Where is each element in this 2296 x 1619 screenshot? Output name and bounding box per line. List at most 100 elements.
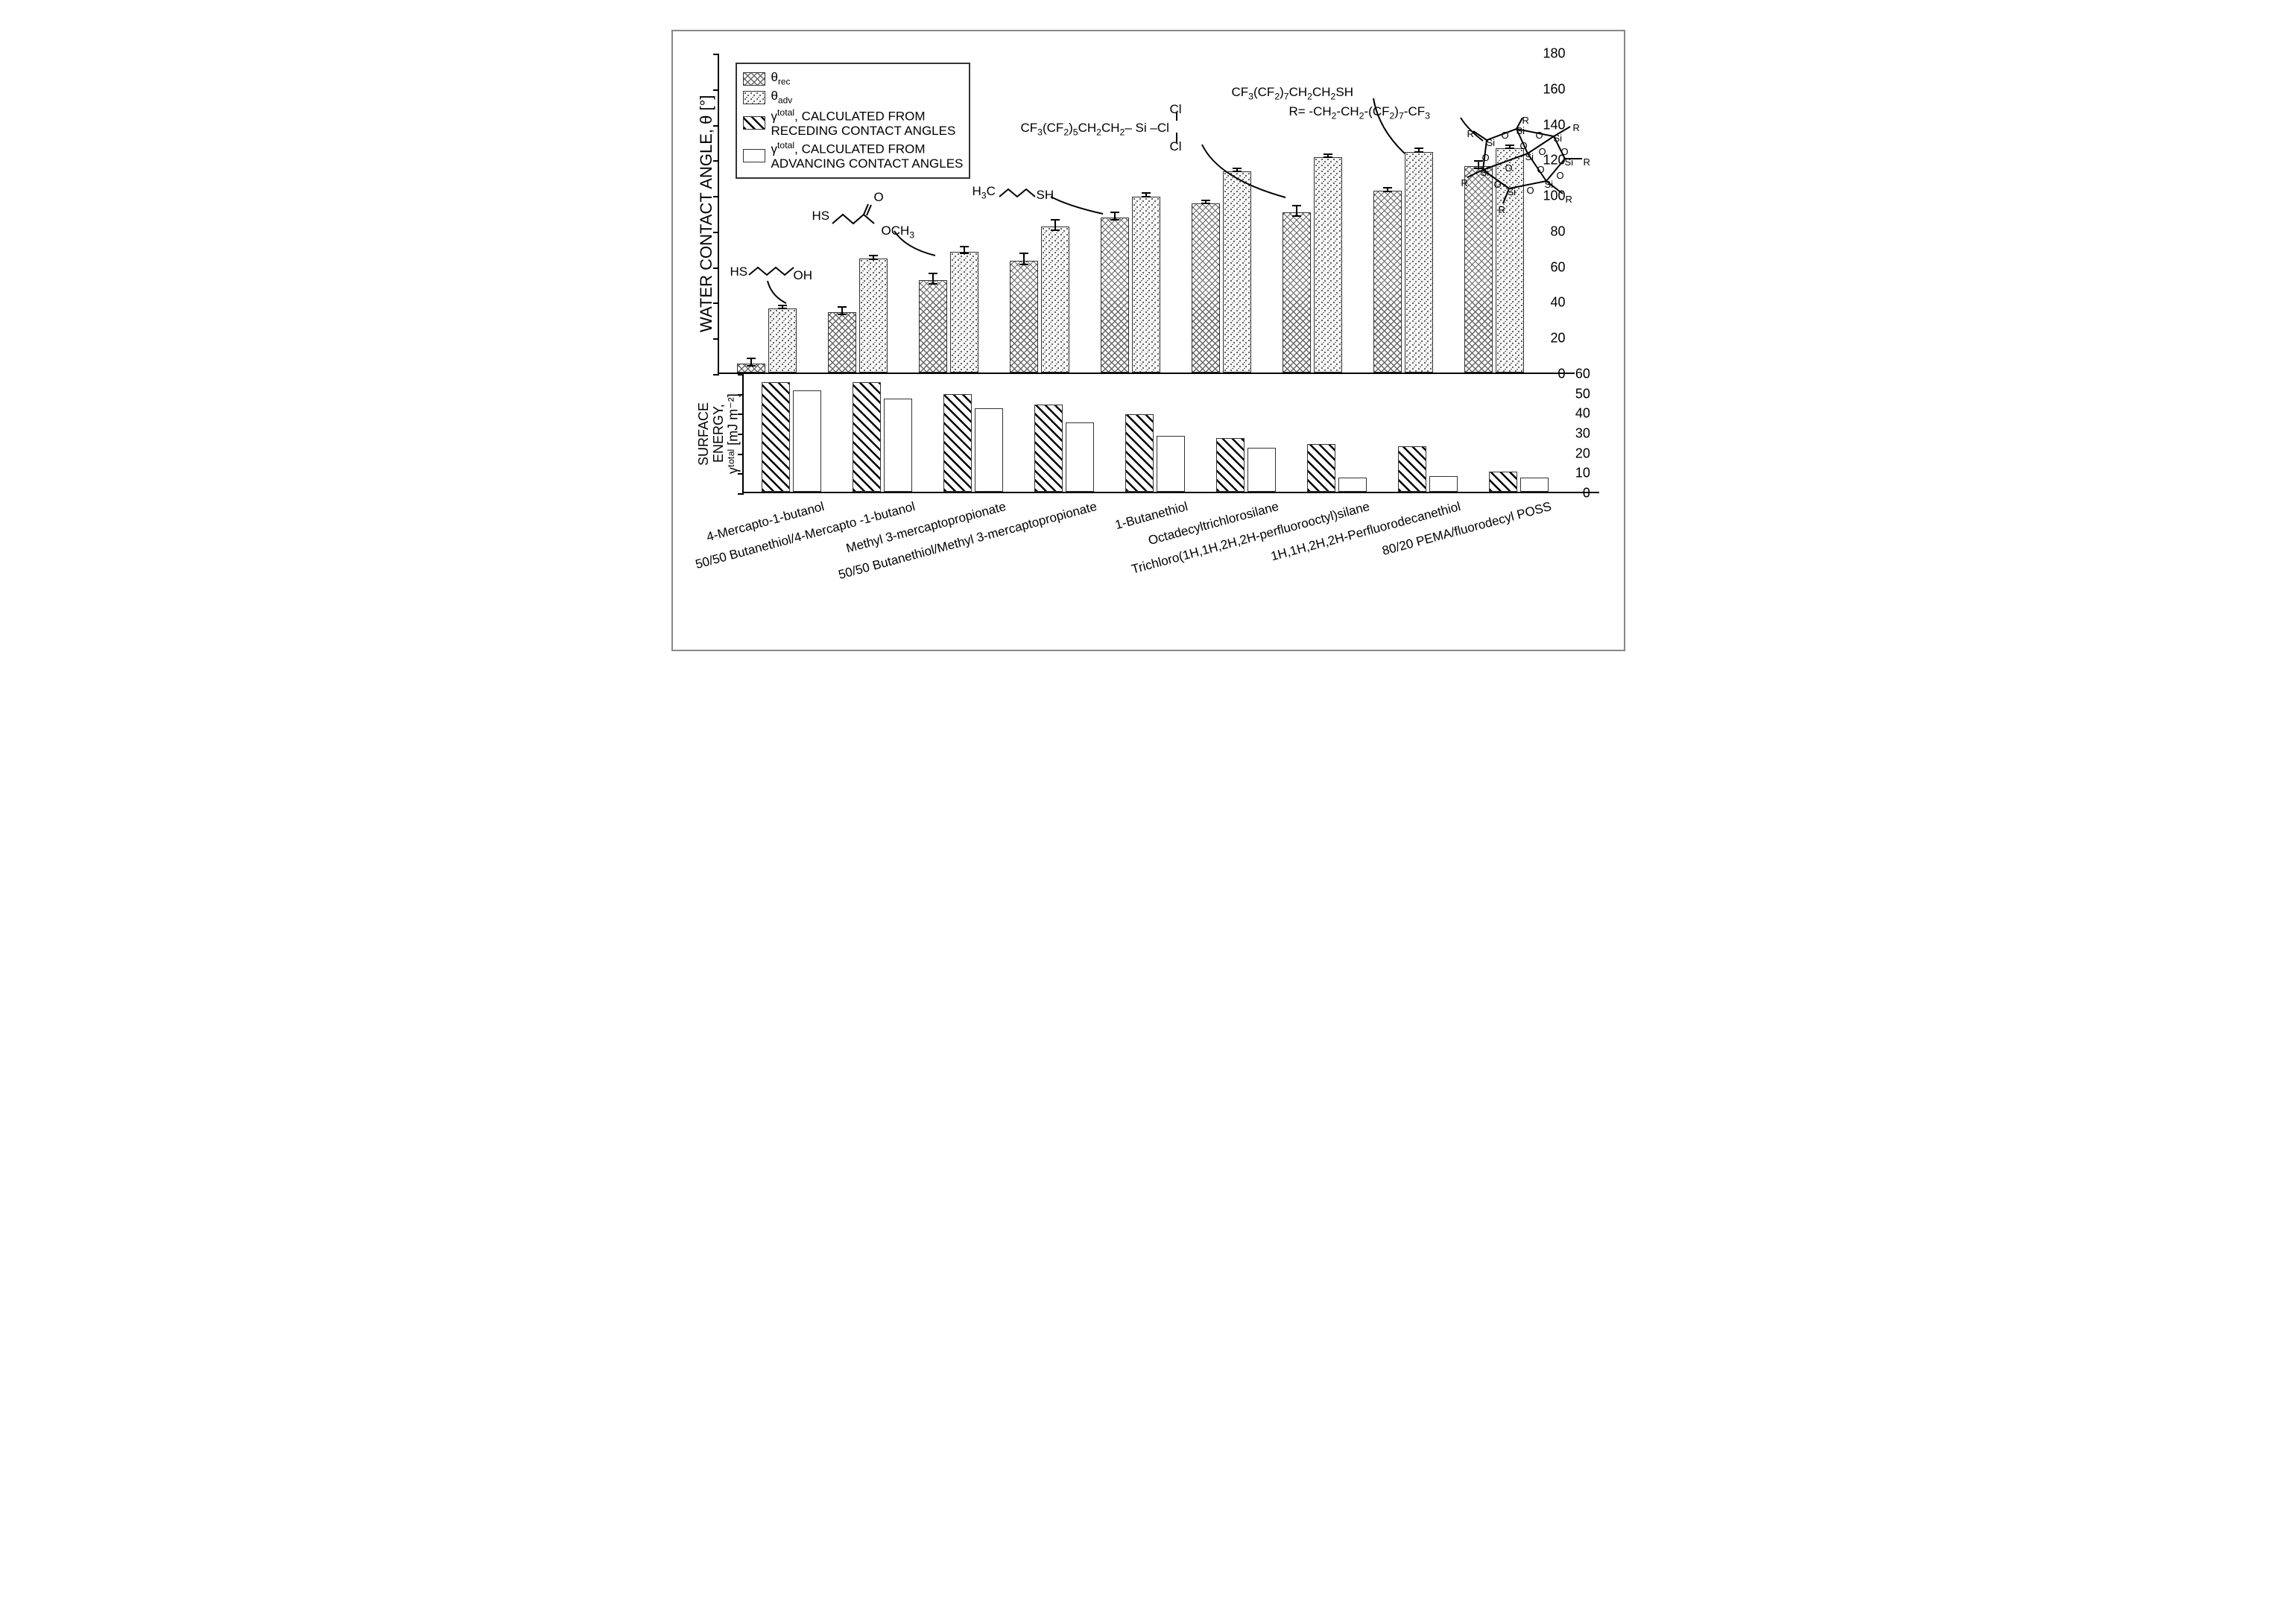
poss-node-label: O	[1520, 140, 1528, 151]
y-tick-label: 60	[1536, 259, 1566, 275]
annotation-r_eq: R= -CH2-CH2-(CF2)7-CF3	[1289, 104, 1430, 121]
y-tick-label: 40	[1560, 406, 1590, 422]
y-tick	[738, 473, 744, 475]
poss-node-label: O	[1537, 164, 1545, 175]
poss-node-label: R	[1566, 194, 1572, 205]
annotation-cllower: Cl	[1170, 139, 1182, 154]
gamma-rec-bar	[853, 382, 881, 492]
pointer-butanethiol	[1047, 195, 1107, 218]
x-axis-labels: 4-Mercapto-1-butanol50/50 Butanethiol/4-…	[744, 493, 1601, 642]
x-labels-row: 4-Mercapto-1-butanol50/50 Butanethiol/4-…	[695, 493, 1601, 642]
gamma-adv-bar	[975, 408, 1003, 492]
theta-rec-bar	[1101, 218, 1129, 373]
legend-swatch	[743, 72, 765, 86]
gamma-adv-bar	[1338, 478, 1367, 492]
legend-swatch	[743, 116, 765, 130]
y-tick-label: 10	[1560, 466, 1590, 481]
poss-node-label: R	[1584, 156, 1590, 168]
gamma-adv-bar	[793, 390, 821, 492]
poss-node-label: Si	[1565, 156, 1574, 168]
figure: WATER CONTACT ANGLE, θ [°] θrecθadvγtota…	[671, 30, 1625, 651]
legend-label: γtotal, CALCULATED FROMRECEDING CONTACT …	[771, 107, 956, 139]
poss-node-label: O	[1505, 162, 1513, 174]
y-tick-label: 30	[1560, 426, 1590, 442]
panel-stack: WATER CONTACT ANGLE, θ [°] θrecθadvγtota…	[695, 54, 1601, 642]
poss-node-label: Si	[1554, 133, 1563, 144]
y-tick	[713, 302, 719, 304]
theta-adv-bar	[1041, 226, 1069, 373]
theta-rec-bar	[737, 364, 765, 373]
theta-rec-bar	[1192, 203, 1220, 373]
poss-node-label: Si	[1517, 125, 1525, 136]
poss-node-label: O	[1527, 185, 1534, 196]
poss-node-label: R	[1499, 204, 1505, 215]
gamma-adv-bar	[1157, 436, 1185, 492]
pointer-mercapto-butanol	[764, 277, 794, 307]
y-tick	[738, 493, 744, 495]
legend-label: θadv	[771, 89, 793, 106]
poss-node-label: O	[1557, 170, 1564, 181]
legend-swatch	[743, 149, 765, 162]
theta-adv-bar	[1132, 197, 1160, 373]
y-tick	[738, 454, 744, 455]
annotation-cf3cf25: CF3(CF2)5CH2CH2– Si –Cl	[1021, 121, 1169, 137]
gamma-rec-bar	[1307, 444, 1335, 492]
theta-rec-bar	[1373, 191, 1402, 373]
annotation-h3csh: H3C	[973, 184, 996, 200]
top-plot-area: θrec θadvγtotal, CALCULATED FROMRECEDING …	[718, 54, 1575, 374]
poss-node-label: O	[1482, 152, 1490, 163]
gamma-rec-bar	[1489, 472, 1517, 492]
gamma-rec-bar	[1034, 405, 1063, 492]
theta-adv-bar	[859, 259, 888, 373]
y-tick-label: 20	[1560, 446, 1590, 461]
legend-item: γtotal, CALCULATED FROMRECEDING CONTACT …	[743, 107, 964, 139]
poss-node-label: R	[1467, 128, 1474, 139]
poss-node-label: O	[1539, 146, 1546, 157]
theta-adv-bar	[1223, 171, 1251, 373]
y-tick-label: 60	[1560, 367, 1590, 382]
annotation-hs_left: HS	[812, 209, 830, 224]
poss-node-label: R	[1573, 122, 1580, 133]
poss-node-label: Si	[1508, 186, 1517, 197]
y-tick-label: 40	[1536, 295, 1566, 311]
annotation-hs_oh_l: HS	[730, 264, 748, 279]
legend-item: θadv	[743, 89, 964, 106]
y-tick-label: 160	[1536, 81, 1566, 97]
annotation-sh_right: SH	[1037, 188, 1054, 203]
y-tick	[713, 125, 719, 127]
legend-label: γtotal, CALCULATED FROMADVANCING CONTACT…	[771, 140, 964, 171]
theta-adv-bar	[1405, 152, 1433, 373]
gamma-rec-bar	[1398, 446, 1426, 492]
poss-node-label: O	[1561, 146, 1569, 157]
y-tick-label: 50	[1560, 386, 1590, 402]
y-tick	[713, 54, 719, 55]
y-tick	[713, 196, 719, 197]
theta-adv-bar	[1314, 157, 1342, 373]
chem-hs-oh-zigzag	[747, 264, 796, 279]
legend-item: γtotal, CALCULATED FROMADVANCING CONTACT…	[743, 140, 964, 171]
poss-node-label: Si	[1481, 167, 1490, 178]
theta-rec-bar	[828, 312, 856, 373]
annotation-cf3cf27: CF3(CF2)7CH2CH2SH	[1232, 85, 1353, 101]
chem-ester-zigzag	[831, 201, 883, 231]
chem-butanethiol-zigzag	[998, 186, 1039, 201]
annotation-hs_oh_r: OH	[794, 268, 813, 283]
y-tick	[713, 338, 719, 340]
gamma-rec-bar	[762, 382, 790, 492]
legend-item: θrec	[743, 70, 964, 87]
poss-node-label: R	[1461, 177, 1468, 188]
gamma-rec-bar	[943, 394, 972, 492]
poss-node-label: O	[1536, 130, 1543, 141]
y-tick	[713, 267, 719, 269]
gamma-adv-bar	[1066, 422, 1094, 492]
theta-rec-bar	[1010, 261, 1038, 373]
annotation-o_ester: O	[874, 190, 884, 205]
y-axis-bottom-line1: SURFACE ENERGY,	[696, 402, 726, 465]
y-axis-label-bottom: SURFACE ENERGY, γᵗᵒᵗᵃˡ [mJ m⁻²]	[695, 374, 742, 493]
annotation-clupper: Cl	[1170, 102, 1182, 117]
y-tick-label: 20	[1536, 331, 1566, 346]
y-tick	[738, 374, 744, 376]
poss-node-label: Si	[1525, 151, 1534, 162]
gamma-adv-bar	[1247, 448, 1276, 492]
top-panel: WATER CONTACT ANGLE, θ [°] θrecθadvγtota…	[695, 54, 1601, 374]
